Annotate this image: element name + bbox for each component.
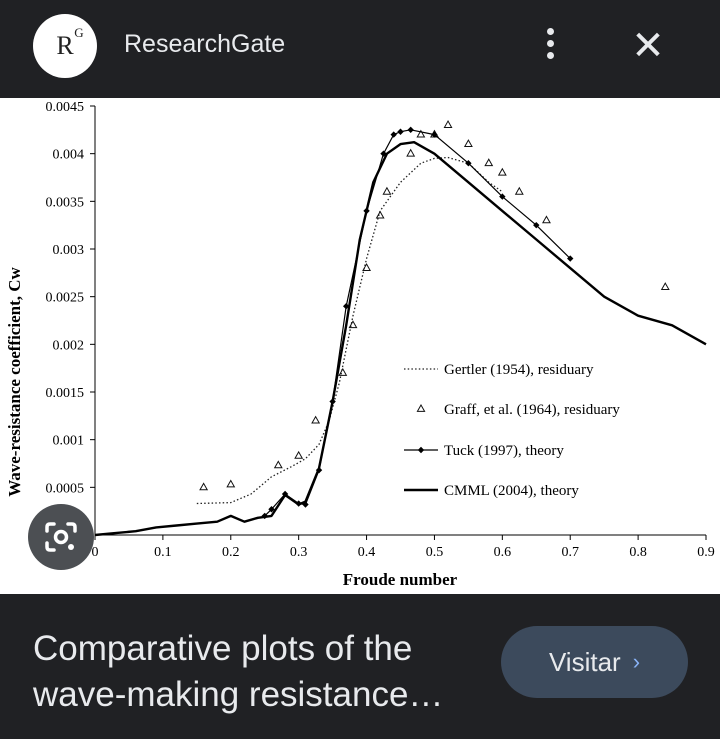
more-vert-icon[interactable] <box>538 28 562 68</box>
data-point-tuck <box>533 221 540 229</box>
y-tick-label: 0.004 <box>53 148 85 163</box>
x-tick-label: 0.5 <box>426 545 444 560</box>
x-tick-label: 0.6 <box>494 545 512 560</box>
data-point-graff <box>416 129 426 138</box>
x-axis-label: Froude number <box>343 570 458 589</box>
data-point-tuck <box>465 160 472 167</box>
series-line-cmml <box>94 141 707 537</box>
data-point-graff <box>294 450 304 459</box>
data-point-graff <box>484 158 494 167</box>
y-tick-label: 0.0025 <box>46 291 85 306</box>
legend-marker-tuck <box>417 446 425 454</box>
y-tick-label: 0.002 <box>53 338 85 353</box>
data-point-graff <box>311 415 321 424</box>
data-point-tuck <box>380 150 387 157</box>
y-tick-label: 0.001 <box>53 434 85 449</box>
data-point-graff <box>375 210 385 219</box>
data-point-graff <box>497 167 507 176</box>
x-tick-label: 0.9 <box>697 545 715 560</box>
legend-label: CMML (2004), theory <box>444 483 579 499</box>
visit-button[interactable]: Visitar › <box>501 626 688 698</box>
wave-resistance-chart: 0 0.1 0.2 0.3 0.4 0.5 0.6 0.7 0.8 0.9 0.0005 0.001 0… <box>5 100 715 589</box>
data-point-tuck <box>499 193 506 200</box>
x-tick-label: 0.8 <box>629 545 647 560</box>
data-point-tuck <box>567 255 574 262</box>
data-point-graff <box>226 479 236 488</box>
data-point-tuck <box>268 506 275 513</box>
data-point-graff <box>514 186 524 195</box>
data-point-tuck <box>431 131 438 138</box>
y-tick-label: 0.003 <box>53 243 85 258</box>
data-point-graff <box>382 186 392 195</box>
google-lens-camera-icon[interactable] <box>28 504 94 570</box>
x-tick-label: 0.2 <box>222 545 240 560</box>
series-line-gertler <box>196 156 503 505</box>
site-name[interactable]: ResearchGate <box>124 30 286 58</box>
x-tick-label: 0 <box>92 545 99 560</box>
y-axis-label: Wave-resistance coefficient, Cw <box>5 266 24 496</box>
y-tick-label: 0.0005 <box>46 481 85 496</box>
data-point-graff <box>338 367 348 376</box>
data-point-tuck <box>397 128 404 135</box>
x-tick-label: 0.3 <box>290 545 308 560</box>
data-point-graff <box>463 139 473 148</box>
chevron-right-icon: › <box>632 649 641 674</box>
y-tick-label: 0.0035 <box>46 195 85 210</box>
legend-label: Tuck (1997), theory <box>444 443 564 459</box>
data-point-graff <box>443 120 453 128</box>
legend-label: Gertler (1954), residuary <box>444 362 594 378</box>
data-point-tuck <box>390 131 397 138</box>
data-point-graff <box>348 320 358 329</box>
data-point-graff <box>406 148 416 157</box>
image-caption[interactable]: Comparative plots of the wave-making res… <box>33 629 444 714</box>
data-point-graff <box>542 215 551 224</box>
close-icon[interactable]: ✕ <box>631 24 665 68</box>
y-tick-label: 0.0045 <box>46 100 85 115</box>
data-point-tuck <box>407 126 414 134</box>
x-tick-label: 0.1 <box>154 545 172 560</box>
data-point-graff <box>273 460 283 469</box>
visit-label: Visitar <box>548 646 621 677</box>
data-point-graff <box>362 263 372 271</box>
result-image[interactable]: 0 0.1 0.2 0.3 0.4 0.5 0.6 0.7 0.8 0.9 0.0005 0.001 0… <box>0 98 720 594</box>
legend-label: Graff, et al. (1964), residuary <box>444 402 620 418</box>
x-tick-label: 0.4 <box>358 545 376 560</box>
x-tick-label: 0.7 <box>561 545 579 560</box>
data-point-graff <box>199 482 209 491</box>
y-tick-label: 0.0015 <box>46 386 85 401</box>
legend-swatch-graff <box>416 403 426 412</box>
data-point-graff <box>660 282 670 291</box>
